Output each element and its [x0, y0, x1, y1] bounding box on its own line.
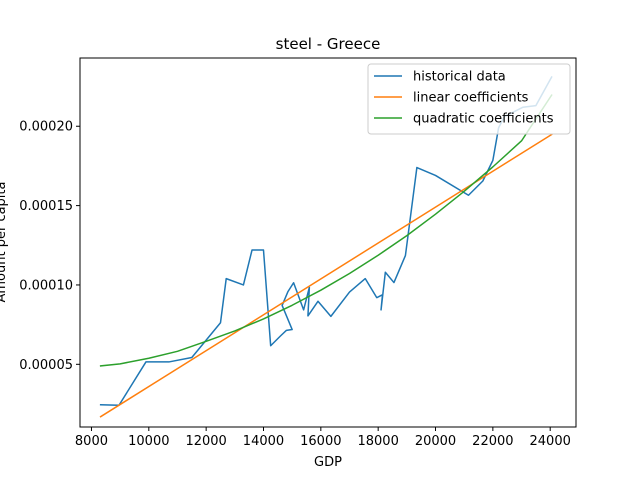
- y-tick-label: 0.00020: [19, 120, 73, 135]
- plot-frame: [79, 57, 577, 428]
- x-tick-label: 14000: [243, 434, 284, 449]
- legend-label-linear-coefficients: linear coefficients: [413, 91, 529, 106]
- x-tick-label: 16000: [300, 434, 341, 449]
- x-tick-label: 22000: [472, 434, 513, 449]
- x-axis: 8000 10000 12000 14000 16000 18000 20000 22000 2…: [75, 427, 571, 449]
- legend-box: [367, 63, 571, 135]
- x-axis-label: GDP: [314, 455, 342, 470]
- y-tick-label: 0.00015: [19, 199, 73, 214]
- legend-label-historical-data: historical data: [413, 70, 506, 85]
- x-tick-label: 8000: [75, 434, 108, 449]
- x-tick-label: 18000: [357, 434, 398, 449]
- legend-label-quadratic-coefficients: quadratic coefficients: [413, 112, 554, 127]
- series-line-quadratic-coefficients: [99, 94, 553, 367]
- x-tick-label: 12000: [185, 434, 226, 449]
- series-line-linear-coefficients: [99, 133, 553, 418]
- y-tick-label: 0.00010: [19, 278, 73, 293]
- y-axis: 0.00005 0.00010 0.00015 0.00020: [19, 120, 80, 373]
- legend: historical data linear coefficients quadra…: [367, 63, 571, 135]
- x-tick-label: 24000: [530, 434, 571, 449]
- chart-title: steel - Greece: [276, 35, 381, 53]
- x-tick-label: 10000: [128, 434, 169, 449]
- series-line-historical-data: [99, 76, 553, 407]
- y-tick-label: 0.00005: [19, 358, 73, 373]
- series-layer: [99, 76, 553, 418]
- x-tick-label: 20000: [415, 434, 456, 449]
- y-axis-label: Amount per capita: [0, 182, 9, 303]
